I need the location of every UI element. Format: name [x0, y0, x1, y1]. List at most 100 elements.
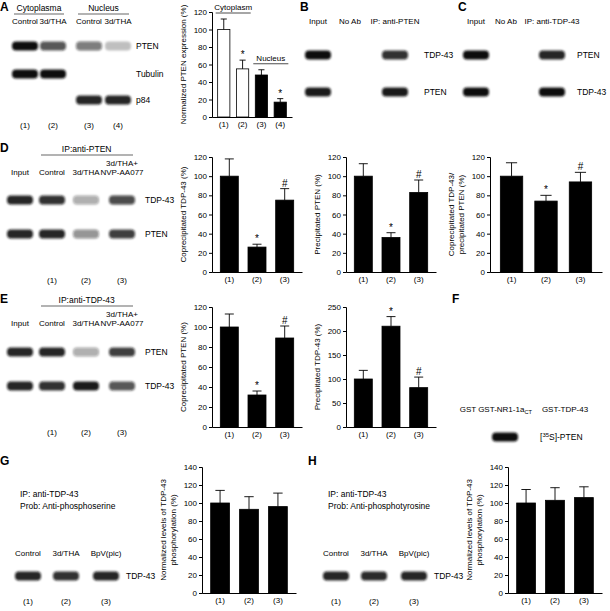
blot-band	[73, 382, 99, 391]
blot-header: IP:anti-PTEN	[62, 144, 112, 154]
x-tick-label: (2)	[244, 596, 254, 605]
y-tick-mark	[505, 503, 508, 504]
y-tick-label: 80	[494, 517, 503, 526]
x-tick: (2)	[386, 272, 396, 284]
y-tick: 120	[194, 8, 212, 17]
x-tick: (1)	[224, 272, 234, 284]
lane-number: (1)	[331, 597, 341, 606]
blot-band	[109, 382, 135, 391]
y-tick-label: 20	[198, 96, 207, 105]
lane-label: Control	[323, 549, 349, 558]
y-tick: 80	[198, 191, 212, 200]
y-tick-label: 100	[472, 172, 486, 181]
blot-band	[539, 51, 565, 60]
error-bar	[506, 163, 517, 176]
row-label: TDP-43	[434, 571, 464, 581]
x-tick: (3)	[280, 427, 290, 439]
y-axis-line	[505, 468, 509, 594]
lane-number: (2)	[48, 121, 58, 130]
blot-band	[40, 70, 66, 79]
error-stem	[418, 180, 419, 192]
y-tick-label: 80	[188, 517, 197, 526]
y-tick-mark	[209, 65, 212, 66]
lane-number: (2)	[81, 276, 91, 285]
y-tick-mark	[343, 253, 346, 254]
plot-area	[500, 163, 591, 272]
blot-band	[109, 230, 135, 239]
lane-label: 3d/THA	[52, 549, 80, 558]
y-tick: 40	[198, 230, 212, 239]
y-axis: 020406080100120	[472, 153, 491, 277]
y-tick: 60	[476, 211, 490, 220]
x-axis-line	[213, 427, 303, 428]
y-tick-mark	[505, 575, 508, 576]
y-tick-label: 0	[337, 268, 342, 277]
x-tick-label: (3)	[414, 430, 424, 439]
y-tick-mark	[199, 593, 202, 594]
error-bar	[414, 180, 423, 192]
blot-band	[73, 196, 99, 205]
x-tick: (2)	[252, 427, 262, 439]
x-tick-label: (1)	[358, 275, 368, 284]
x-axis-line	[347, 272, 437, 273]
y-tick: 140	[490, 463, 508, 472]
y-tick-label: 40	[198, 383, 207, 392]
y-tick-label: 20	[198, 403, 207, 412]
y-tick-mark	[343, 215, 346, 216]
y-tick-label: 0	[499, 589, 504, 598]
error-stem	[284, 189, 285, 201]
error-bar	[359, 164, 368, 176]
x-tick: (3)	[414, 272, 424, 284]
error-cap	[221, 19, 227, 20]
y-tick: 40	[476, 230, 490, 239]
y-tick-mark	[209, 387, 212, 388]
blot-band	[76, 42, 102, 51]
y-axis: 020406080100120	[194, 303, 213, 432]
y-axis-title: Normalized levels of TDP-43	[159, 479, 168, 581]
lane-number: (4)	[113, 121, 123, 130]
y-tick-label: 40	[494, 553, 503, 562]
x-tick-label: (3)	[576, 275, 586, 284]
y-tick-label: 60	[188, 535, 197, 544]
panel-letter: E	[0, 292, 8, 306]
y-tick: 0	[337, 268, 346, 277]
error-bar	[359, 370, 368, 379]
y-tick: 80	[198, 43, 212, 52]
lane-label: IP: anti-PTEN	[371, 17, 420, 26]
x-tick: (2)	[244, 593, 254, 605]
x-axis: (1)(2)(3)	[203, 593, 297, 605]
y-tick-mark	[199, 521, 202, 522]
blot-band	[12, 70, 38, 79]
blot-band	[39, 196, 65, 205]
y-axis-title: Coprecipitated TDP-43/	[447, 172, 456, 256]
y-tick: 100	[194, 172, 212, 181]
lane-label: Input	[11, 319, 30, 328]
y-tick-label: 120	[184, 481, 198, 490]
y-tick-mark	[343, 331, 346, 332]
blot-band	[39, 382, 65, 391]
y-tick-label: 150	[328, 351, 342, 360]
y-tick-mark	[199, 485, 202, 486]
y-tick-label: 20	[188, 571, 197, 580]
error-bar	[575, 172, 586, 182]
bar	[575, 498, 594, 593]
y-tick: 80	[476, 191, 490, 200]
significance: *	[389, 222, 393, 233]
y-tick-mark	[487, 195, 490, 196]
error-cap	[521, 489, 530, 490]
x-tick: (4)	[275, 117, 285, 129]
y-axis: 050100150200250	[328, 303, 347, 432]
lane-number: (2)	[81, 428, 91, 437]
x-axis: (1)(2)(3)	[213, 272, 303, 284]
error-cap	[579, 486, 588, 487]
error-bar	[273, 493, 282, 507]
y-tick: 40	[494, 553, 508, 562]
bar	[410, 192, 428, 272]
y-tick: 0	[337, 423, 346, 432]
error-bar	[521, 490, 530, 504]
row-label: PTEN	[145, 347, 168, 357]
y-tick-label: 20	[476, 249, 485, 258]
y-axis-title: Precipitated TDP-43 (%)	[313, 323, 322, 410]
lane-label: 3d/THA	[72, 168, 100, 177]
row-label: Tubulin	[136, 69, 164, 79]
